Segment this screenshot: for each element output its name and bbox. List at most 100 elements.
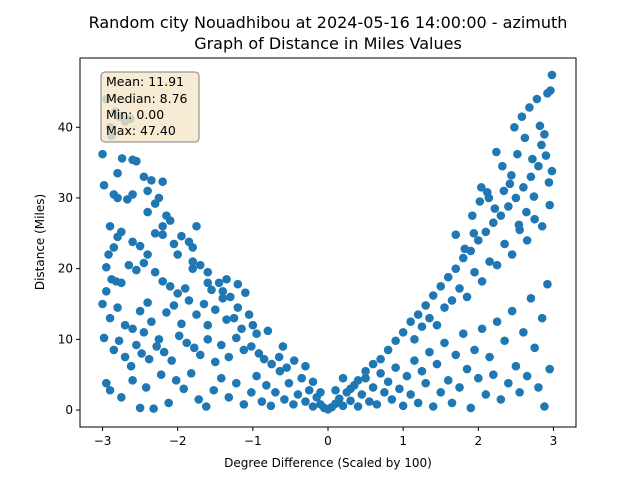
data-point	[102, 286, 111, 296]
data-point	[541, 151, 551, 160]
data-point	[368, 383, 378, 392]
data-point	[534, 161, 543, 171]
data-point	[513, 149, 522, 159]
data-point	[546, 86, 555, 95]
data-point	[432, 359, 442, 369]
data-point	[410, 335, 419, 344]
data-point	[331, 385, 340, 395]
data-point	[254, 349, 264, 358]
data-point	[293, 390, 303, 399]
data-point	[380, 388, 389, 397]
data-point	[522, 207, 531, 217]
data-point	[443, 376, 453, 385]
data-point	[398, 327, 408, 337]
data-point	[346, 384, 355, 394]
data-point	[105, 313, 115, 323]
data-point	[474, 236, 483, 245]
data-point	[139, 327, 149, 337]
data-point	[280, 395, 289, 404]
data-point	[436, 388, 446, 397]
data-point	[275, 366, 285, 376]
data-point	[114, 336, 124, 346]
data-point	[365, 397, 374, 406]
data-point	[289, 356, 299, 365]
data-point	[203, 335, 213, 344]
data-point	[182, 338, 192, 348]
data-point	[267, 359, 276, 369]
data-point	[455, 383, 464, 392]
data-point	[105, 221, 115, 231]
data-point	[545, 364, 554, 374]
data-point	[485, 257, 494, 266]
data-point	[467, 211, 477, 220]
data-point	[466, 403, 476, 413]
data-point	[262, 380, 271, 390]
data-point	[489, 218, 498, 228]
data-point	[530, 214, 539, 224]
data-point	[239, 345, 249, 355]
data-point	[481, 390, 491, 399]
data-point	[490, 204, 500, 213]
data-point	[417, 322, 427, 331]
data-point	[526, 294, 536, 303]
data-point	[98, 299, 107, 309]
data-point	[244, 310, 254, 319]
data-point	[544, 178, 554, 187]
data-point	[186, 368, 196, 378]
data-point	[188, 257, 198, 266]
data-point	[353, 402, 363, 411]
data-point	[128, 190, 137, 199]
data-point	[169, 239, 179, 249]
data-point	[192, 310, 201, 319]
data-point	[545, 200, 554, 210]
data-point	[421, 301, 430, 310]
data-point	[192, 221, 201, 231]
data-point	[425, 347, 434, 357]
data-point	[507, 306, 517, 316]
data-point	[120, 320, 130, 330]
data-point	[224, 352, 234, 362]
data-point	[216, 340, 226, 350]
data-point	[505, 179, 515, 189]
data-point	[239, 400, 249, 409]
data-point	[195, 350, 205, 360]
data-point	[413, 398, 423, 408]
data-point	[195, 260, 205, 270]
data-point	[158, 177, 167, 187]
data-point	[507, 171, 516, 180]
data-point	[99, 180, 109, 190]
data-point	[177, 319, 186, 329]
data-point	[143, 186, 152, 196]
data-point	[135, 241, 145, 251]
data-point	[229, 313, 239, 323]
data-point	[462, 292, 472, 302]
data-point	[537, 313, 547, 323]
data-point	[504, 202, 513, 211]
data-points	[98, 70, 557, 414]
data-point	[252, 329, 261, 338]
data-point	[526, 172, 536, 182]
data-point	[150, 267, 160, 277]
data-point	[477, 324, 487, 334]
y-axis-ticks: 0 10 20 30 40	[58, 120, 80, 417]
data-point	[413, 310, 423, 319]
data-point	[164, 398, 173, 408]
data-point	[460, 244, 470, 254]
data-point	[149, 404, 158, 413]
data-point	[233, 279, 243, 289]
data-point	[338, 373, 348, 383]
data-point	[289, 400, 298, 409]
x-tick-label: −2	[169, 434, 187, 448]
data-point	[232, 333, 241, 343]
data-point	[252, 371, 261, 381]
data-point	[496, 395, 506, 404]
data-point	[207, 285, 216, 295]
data-point	[500, 239, 509, 249]
data-point	[447, 398, 457, 408]
data-point	[338, 401, 348, 411]
y-tick-label: 10	[58, 332, 73, 346]
data-point	[132, 156, 141, 166]
x-tick-label: 0	[324, 434, 332, 448]
data-point	[297, 373, 306, 383]
data-point	[222, 274, 231, 284]
